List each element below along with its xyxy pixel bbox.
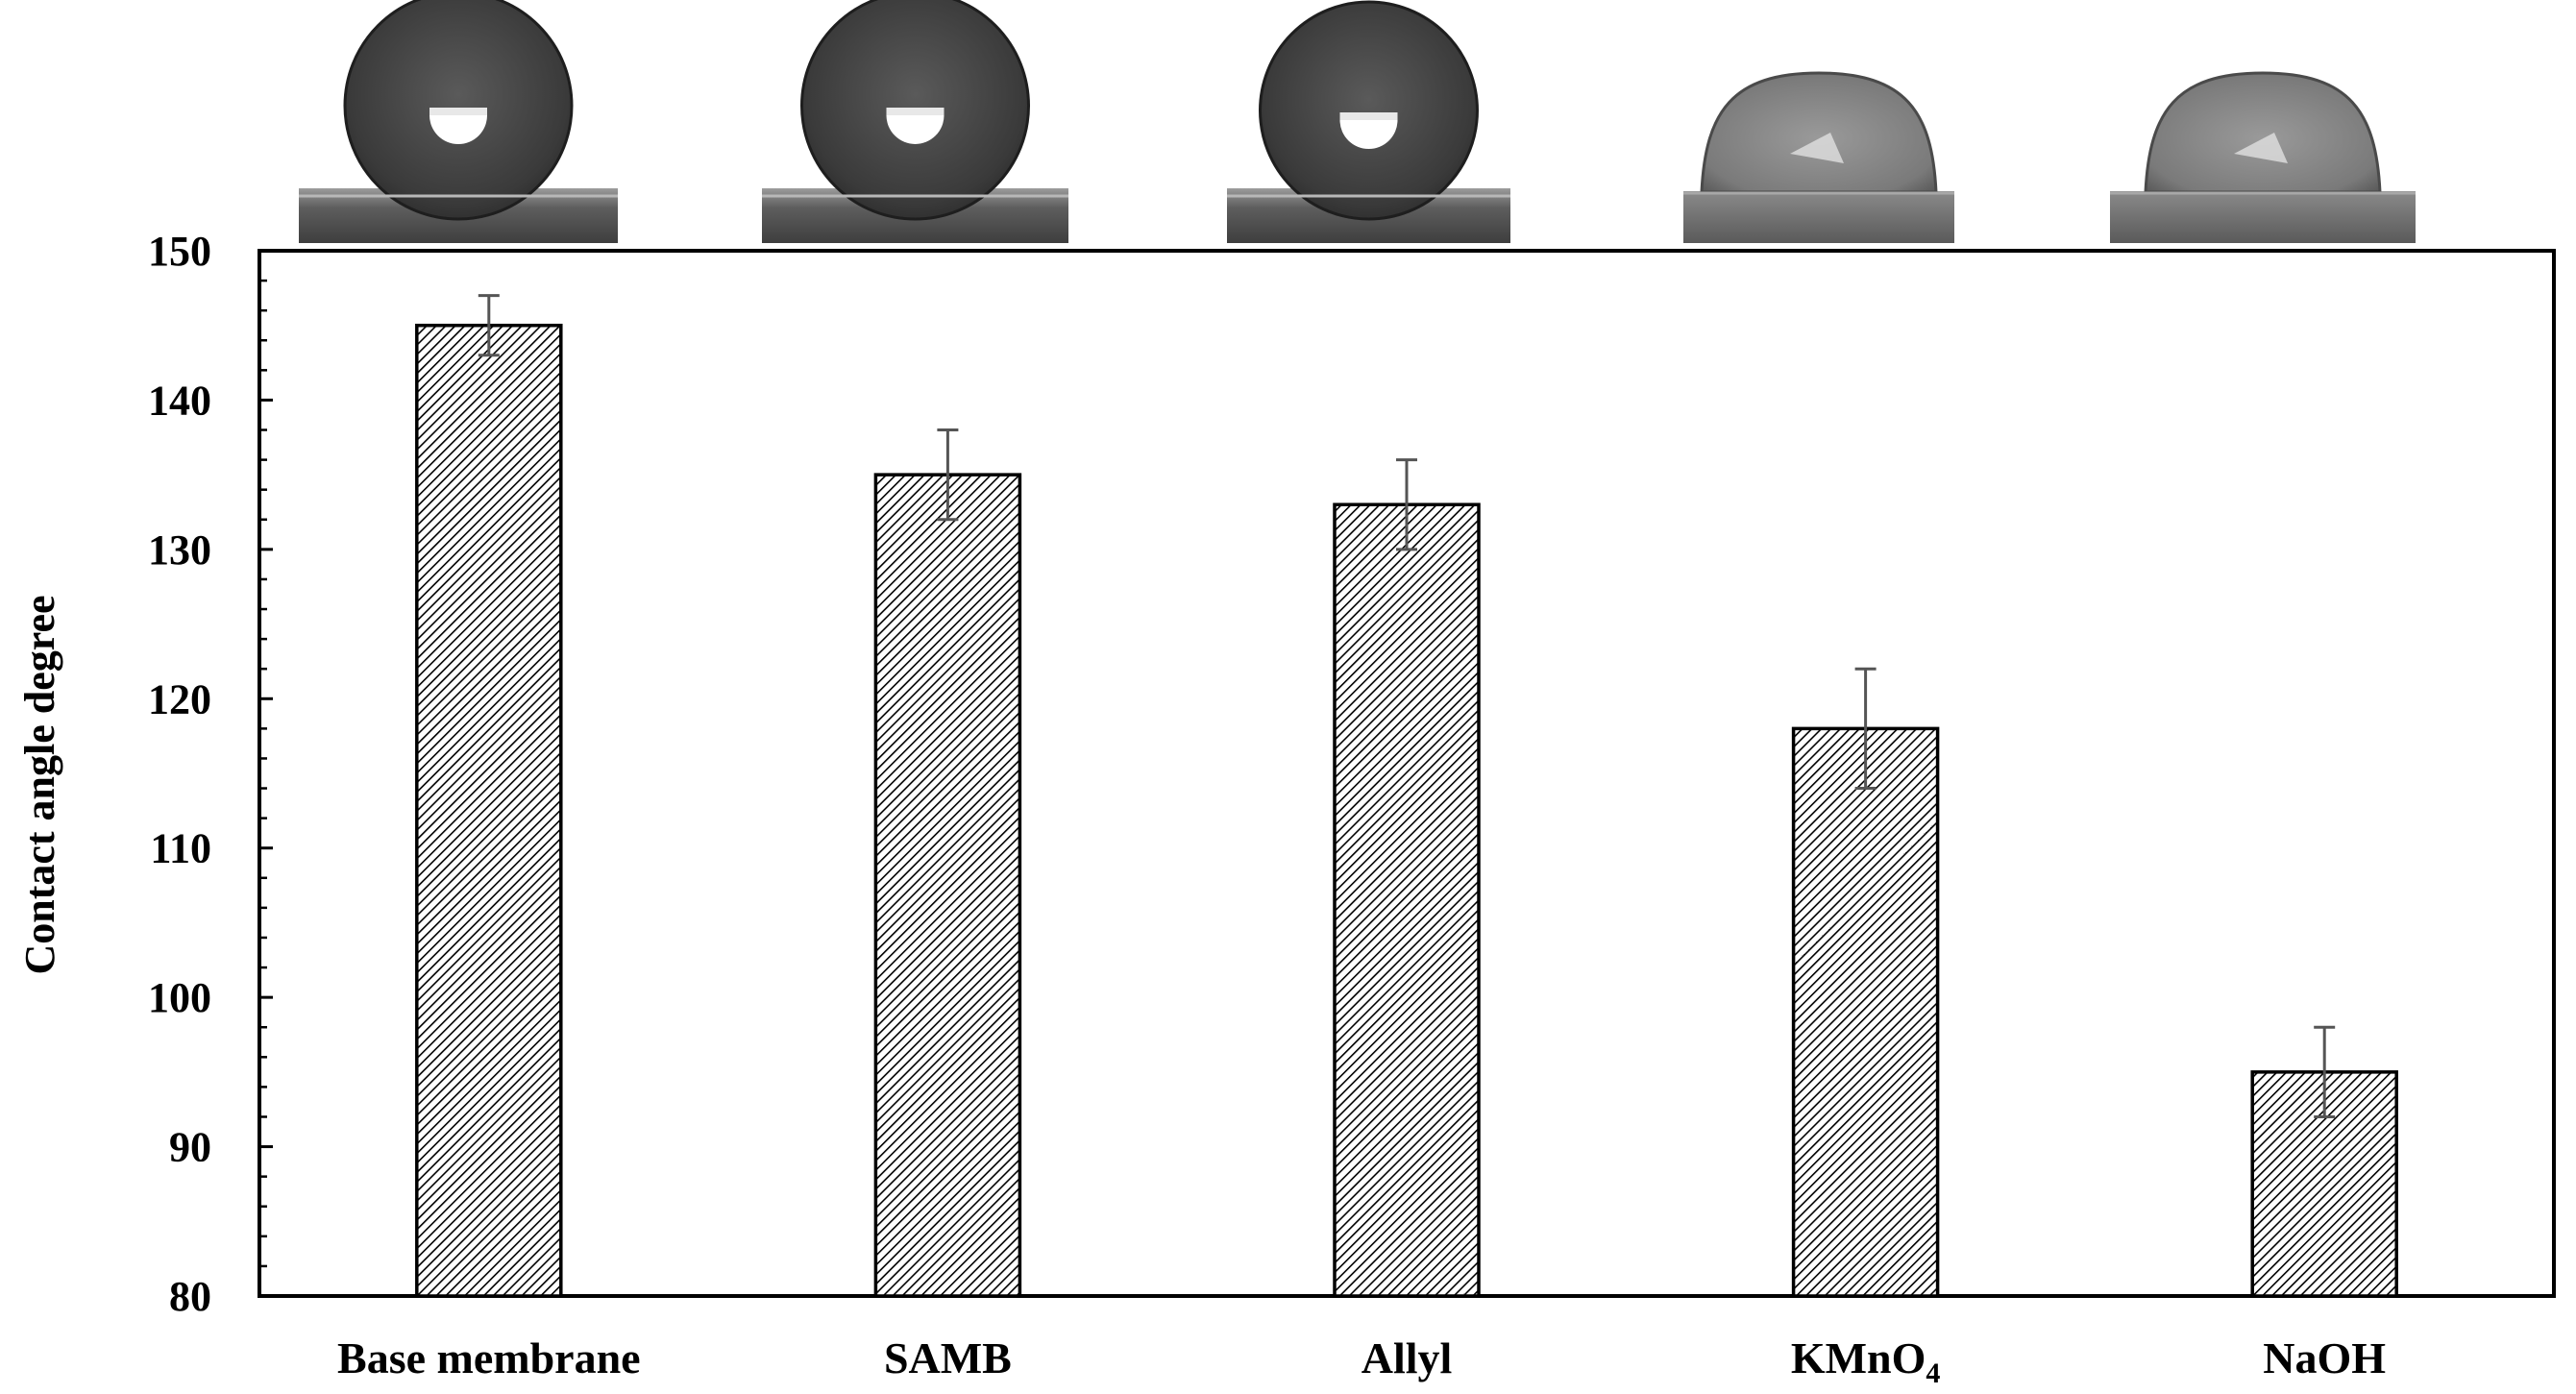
bar (1791, 726, 1940, 1298)
y-axis-label: Contact angle degree (16, 595, 63, 974)
droplet-image-2 (762, 0, 1068, 243)
y-tick-label: 110 (150, 825, 211, 872)
bar (415, 323, 563, 1298)
bar (1333, 502, 1481, 1298)
droplet-image-4 (1683, 71, 1954, 243)
y-tick-label: 130 (148, 526, 211, 574)
error-bar (2314, 1025, 2336, 1118)
droplet-image-1 (299, 0, 618, 243)
y-tick-label: 90 (169, 1124, 211, 1171)
y-tick-label: 120 (148, 675, 211, 722)
x-tick-label: SAMB (884, 1333, 1012, 1382)
bar (873, 473, 1022, 1298)
droplet-image-3 (1227, 0, 1510, 243)
x-tick-label: Base membrane (337, 1333, 641, 1382)
x-axis: Base membrane SAMB Allyl KMnO4 NaOH (337, 1333, 2386, 1389)
y-tick-label: 140 (148, 377, 211, 424)
error-bar (937, 428, 959, 522)
x-tick-label: Allyl (1362, 1333, 1453, 1382)
error-bar (1854, 667, 1877, 791)
error-bar (478, 294, 500, 357)
droplet-image-row (299, 0, 2416, 243)
x-tick-label: KMnO4 (1791, 1333, 1941, 1389)
y-tick-label: 80 (169, 1273, 211, 1320)
y-tick-label: 150 (148, 228, 211, 275)
y-tick-label: 100 (148, 974, 211, 1021)
error-bar (1396, 458, 1417, 551)
bar-series (415, 294, 2398, 1298)
x-tick-label: NaOH (2263, 1333, 2386, 1382)
droplet-image-5 (2110, 71, 2416, 243)
y-axis: 80 90 100 110 120 130 140 150 (148, 228, 273, 1320)
